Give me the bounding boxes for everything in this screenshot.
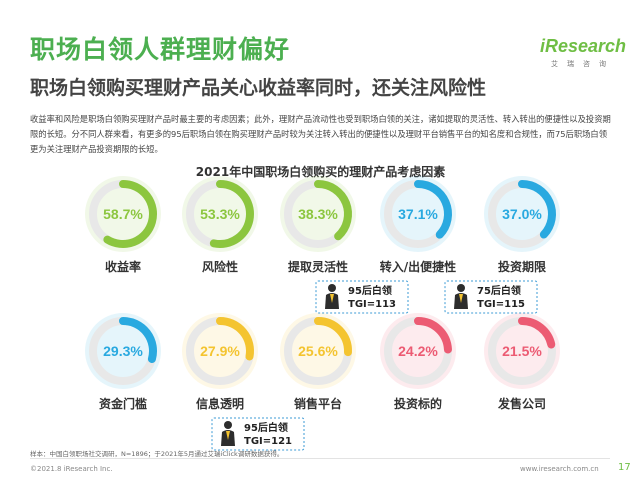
description-paragraph: 收益率和风险是职场白领购买理财产品时最主要的考虑因素；此外，理财产品流动性也受到…	[30, 114, 611, 154]
donut-item: 38.3% 提取灵活性	[280, 176, 356, 274]
donut-value-arc	[119, 317, 157, 364]
donut-value-arc	[518, 180, 556, 239]
page-number: 17	[618, 462, 631, 473]
donut-value-label: 37.0%	[502, 206, 542, 222]
callout-group-label: 75后白领	[477, 284, 521, 297]
donut-item: 24.2% 投资标的	[380, 313, 456, 411]
donut-value-arc	[314, 180, 352, 241]
donut-value-arc	[314, 317, 352, 357]
donut-category-label: 投资标的	[394, 396, 442, 411]
callout-box	[444, 280, 538, 314]
person-head	[457, 284, 465, 292]
donut-item: 37.0% 投资期限	[484, 176, 560, 274]
donut-value-label: 38.3%	[298, 206, 338, 222]
donut-item: 21.5% 发售公司	[484, 313, 560, 411]
donut-value-arc	[414, 180, 452, 239]
person-icon	[454, 284, 468, 309]
tgi-callout: 95后白领 TGI=121	[211, 417, 305, 451]
person-head	[328, 284, 336, 292]
tgi-callout: 95后白领 TGI=113	[315, 280, 409, 314]
callout-group-label: 95后白领	[348, 284, 392, 297]
person-tie	[330, 294, 334, 303]
donut-category-label: 资金门槛	[99, 396, 147, 411]
donut-value-label: 21.5%	[502, 343, 542, 359]
donut-item: 29.3% 资金门槛	[85, 313, 161, 411]
donut-category-label: 收益率	[105, 259, 141, 274]
copyright: ©2021.8 iResearch Inc.	[30, 465, 113, 473]
donut-value-label: 37.1%	[398, 206, 438, 222]
donut-value-arc	[209, 180, 254, 248]
website-link[interactable]: www.iresearch.com.cn	[520, 465, 599, 473]
tgi-callout: 75后白领 TGI=115	[444, 280, 538, 314]
donut-value-label: 29.3%	[103, 343, 143, 359]
donut-value-label: 25.6%	[298, 343, 338, 359]
callout-tgi-label: TGI=121	[244, 436, 292, 447]
person-icon	[325, 284, 339, 309]
callout-tgi-label: TGI=113	[348, 299, 396, 310]
logo-subtitle: 艾瑞咨询	[551, 60, 615, 68]
donut-category-label: 投资期限	[498, 259, 546, 274]
donut-value-label: 58.7%	[103, 206, 143, 222]
donut-item: 25.6% 销售平台	[280, 313, 356, 411]
donut-value-arc	[414, 317, 452, 354]
donut-value-label: 24.2%	[398, 343, 438, 359]
donut-category-label: 销售平台	[294, 396, 342, 411]
donut-item: 53.3% 风险性	[182, 176, 258, 274]
logo-wordmark: iResearch	[540, 36, 627, 56]
callout-box	[315, 280, 409, 314]
donut-value-label: 53.3%	[200, 206, 240, 222]
donut-value-label: 27.9%	[200, 343, 240, 359]
donut-value-arc	[216, 317, 254, 361]
donut-category-label: 转入/出便捷性	[380, 259, 456, 274]
person-head	[224, 421, 232, 429]
chart-title: 2021年中国职场白领购买的理财产品考虑因素	[195, 165, 446, 179]
person-tie	[226, 431, 230, 440]
donut-value-arc	[518, 317, 556, 349]
donut-category-label: 提取灵活性	[288, 259, 348, 274]
donut-item: 27.9% 信息透明	[182, 313, 258, 411]
person-icon	[221, 421, 235, 446]
callout-box	[211, 417, 305, 451]
donut-item: 58.7% 收益率	[85, 176, 161, 274]
donut-category-label: 信息透明	[196, 396, 244, 411]
callout-tgi-label: TGI=115	[477, 299, 525, 310]
iresearch-logo: iResearch 艾瑞咨询	[540, 36, 626, 72]
donut-value-arc	[103, 180, 157, 248]
source-note: 样本：中国白领职场社交调研，N=1896；于2021年5月通过艾瑞iClick调…	[30, 450, 284, 458]
page-title: 职场白领人群理财偏好	[30, 35, 291, 64]
donut-category-label: 发售公司	[497, 396, 546, 411]
footer-divider	[30, 458, 610, 459]
callout-group-label: 95后白领	[244, 421, 288, 434]
page-subtitle: 职场白领购买理财产品关心收益率同时，还关注风险性	[30, 77, 487, 99]
donut-item: 37.1% 转入/出便捷性	[380, 176, 456, 274]
donut-category-label: 风险性	[202, 259, 238, 274]
person-tie	[459, 294, 463, 303]
